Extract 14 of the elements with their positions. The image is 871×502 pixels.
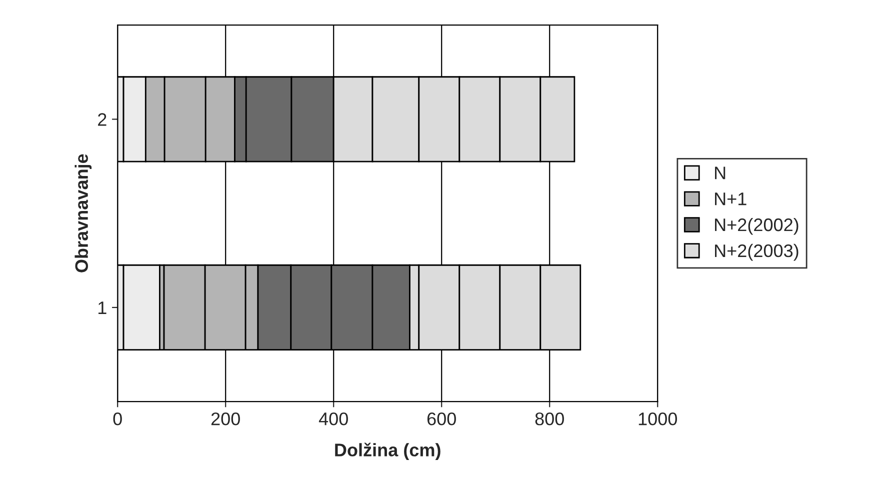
legend-label: N+1 xyxy=(715,192,746,206)
y-tick-label: 2 xyxy=(98,113,106,126)
x-tick-label: 1000 xyxy=(638,412,677,426)
x-tick-label: 400 xyxy=(318,412,348,426)
legend-label: N xyxy=(715,166,726,180)
x-tick-label: 800 xyxy=(535,412,564,426)
x-axis-title: Dolžina (cm) xyxy=(335,442,440,460)
y-tick-label: 1 xyxy=(98,302,106,314)
x-tick-label: 200 xyxy=(211,412,240,426)
x-tick-label: 600 xyxy=(427,412,456,426)
x-tick-label: 0 xyxy=(113,412,122,426)
legend-label: N+2(2003) xyxy=(715,244,798,261)
y-axis-title: Obravnavanje xyxy=(74,154,92,272)
legend-label: N+2(2002) xyxy=(715,218,798,235)
